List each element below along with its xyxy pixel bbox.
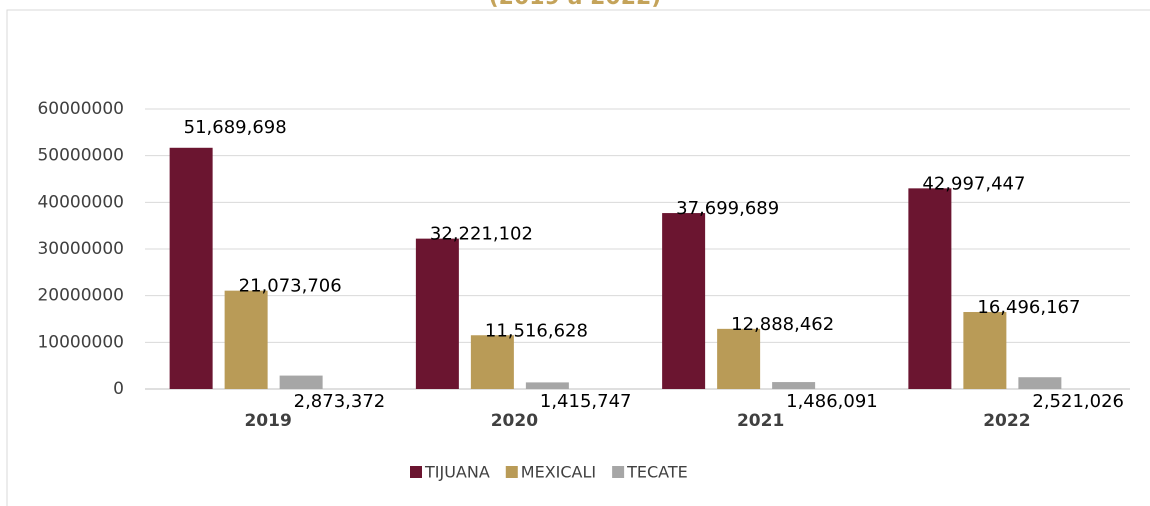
bar [717, 328, 761, 389]
value-label: 11,516,628 [485, 320, 588, 341]
y-tick-label: 10000000 [37, 332, 124, 352]
legend-swatch [505, 466, 518, 478]
bar [415, 238, 459, 389]
legend-label: TIJUANA [424, 463, 490, 482]
bar [470, 335, 514, 389]
value-label: 32,221,102 [430, 224, 533, 245]
bar [279, 375, 323, 389]
y-tick-label: 30000000 [37, 239, 124, 259]
bar [772, 382, 816, 389]
bar [908, 188, 952, 389]
value-label: 16,496,167 [977, 297, 1080, 318]
x-tick-label: 2022 [983, 411, 1030, 431]
legend-label: MEXICALI [521, 463, 596, 482]
bar [1018, 377, 1062, 389]
bar [525, 382, 569, 389]
value-label: 1,486,091 [786, 391, 878, 412]
value-label: 2,873,372 [294, 391, 386, 412]
value-label: 21,073,706 [239, 276, 342, 297]
y-tick-label: 40000000 [37, 192, 124, 212]
y-tick-label: 20000000 [37, 286, 124, 306]
chart-title: (2019 a 2022) [489, 0, 662, 10]
value-label: 37,699,689 [676, 198, 779, 219]
bar [662, 213, 706, 389]
x-tick-label: 2021 [737, 411, 784, 431]
value-label: 1,415,747 [540, 391, 632, 412]
x-tick-label: 2019 [244, 411, 291, 431]
y-tick-label: 60000000 [37, 99, 124, 119]
value-label: 12,888,462 [731, 314, 834, 335]
value-label: 42,997,447 [922, 173, 1025, 194]
value-label: 2,521,026 [1032, 391, 1124, 412]
legend-label: TECATE [626, 463, 688, 482]
value-label: 51,689,698 [184, 117, 287, 138]
bar [169, 147, 213, 389]
y-tick-label: 50000000 [37, 146, 124, 166]
legend-swatch [612, 466, 625, 478]
bar [224, 290, 268, 389]
bar [963, 312, 1007, 389]
chart-border [6, 9, 1150, 506]
legend-swatch [410, 466, 422, 478]
x-tick-label: 2020 [491, 411, 538, 431]
y-tick-label: 0 [113, 379, 124, 399]
